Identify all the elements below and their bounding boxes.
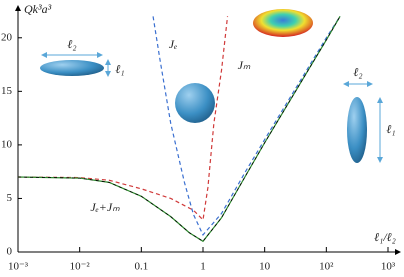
sphere [175,83,215,123]
series-label: Jₑ [169,37,177,51]
dimension-label: ℓ₂ [353,65,362,79]
radiation-pattern [253,9,313,37]
x-tick-label: 10³ [381,261,396,273]
x-tick-label: 10⁻³ [8,261,29,273]
dimension-label: ℓ₁ [386,122,395,136]
x-tick-label: 1 [200,261,206,273]
series-line [152,16,341,236]
series-label: Jₘ [238,58,251,72]
y-tick-label: 5 [7,192,13,204]
illustrations: ℓ₂ ℓ₁ ℓ₂ ℓ₁ [40,9,396,163]
dimension-label: ℓ₁ [115,62,124,76]
y-axis-label: Qk³a³ [24,2,52,16]
y-tick-label: 20 [1,31,13,43]
x-tick-label: 10² [319,261,334,273]
y-tick-label: 0 [7,246,13,258]
x-tick-label: 0.1 [134,261,148,273]
x-axis-label: ℓ₁/ℓ₂ [374,230,396,244]
prolate-ellipsoid [347,97,367,163]
dimension-label: ℓ₂ [67,37,76,51]
series-line-overlay [17,16,341,242]
series-line [17,16,341,243]
series-line [17,16,229,222]
x-tick-label: 10⁻² [70,261,91,273]
y-tick-label: 15 [1,85,13,97]
series-label: Jₑ+Jₘ [90,200,120,214]
oblate-ellipsoid [40,60,104,76]
x-tick-label: 10 [259,261,271,273]
y-tick-label: 10 [1,138,13,150]
